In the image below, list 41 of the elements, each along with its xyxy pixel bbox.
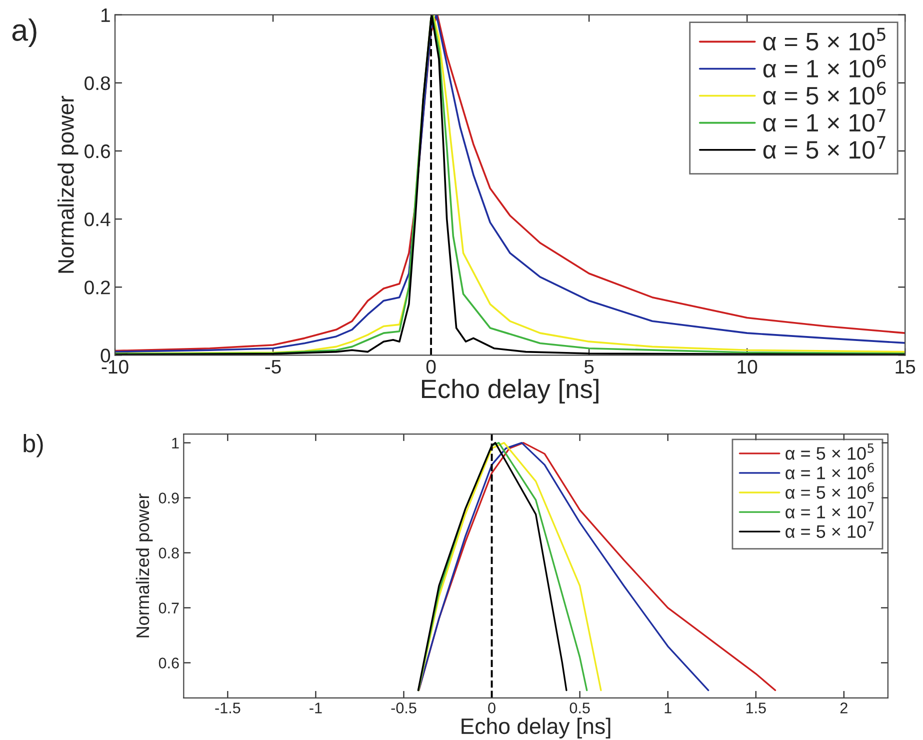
legend-label: α = 5 × 10$^{6}$	[786, 482, 874, 499]
y-tick-label: 0.8	[84, 76, 110, 90]
x-tick-label: 1	[664, 702, 672, 714]
x-tick-label: 0.5	[570, 702, 590, 714]
y-axis-title: Normalized power	[136, 494, 153, 638]
y-tick-label: 0.6	[84, 144, 110, 158]
x-axis-title: Echo delay [ns]	[462, 718, 610, 738]
text: a)	[12, 18, 36, 47]
x-tick-label: -0.5	[391, 702, 416, 714]
legend-label: α = 1 × 10$^{6}$	[786, 462, 874, 480]
y-tick-label: 0.7	[158, 602, 179, 614]
x-tick-label: 1.5	[746, 702, 766, 714]
y-axis-title: Normalized power	[58, 96, 78, 273]
x-tick-label: -1.5	[215, 702, 240, 714]
y-tick-label: 1	[172, 438, 179, 448]
legend-label: α = 5 × 10$^{7}$	[763, 136, 886, 159]
x-tick-label: 15	[896, 360, 916, 374]
x-tick-label: -1	[310, 702, 322, 714]
y-tick-label: 0.2	[84, 280, 110, 294]
line-series	[418, 442, 710, 692]
x-tick-label: 10	[738, 360, 758, 374]
legend-label: α = 1 × 10$^{7}$	[786, 502, 874, 518]
x-tick-label: 5	[584, 360, 594, 374]
line-series	[418, 442, 776, 692]
x-tick-label: -5	[265, 360, 281, 374]
y-tick-label: 0.6	[158, 658, 179, 668]
x-tick-label: 0	[488, 702, 496, 714]
text: b)	[24, 434, 43, 458]
y-tick-label: 0.9	[158, 492, 179, 504]
x-tick-label: 0	[426, 360, 436, 374]
legend-label: α = 1 × 10$^{7}$	[763, 109, 886, 132]
legend-label: α = 5 × 10$^{7}$	[786, 522, 874, 538]
legend-label: α = 1 × 10$^{6}$	[763, 54, 886, 78]
legend-label: α = 5 × 10$^{6}$	[763, 82, 886, 105]
legend-label: α = 5 × 10$^{5}$	[786, 443, 874, 460]
legend-label: α = 5 × 10$^{5}$	[763, 28, 886, 50]
y-tick-label: 0.8	[158, 548, 179, 558]
x-axis-title: Echo delay [ns]	[422, 378, 598, 404]
y-tick-label: 0.4	[84, 212, 110, 226]
y-tick-label: 1	[102, 8, 110, 22]
x-tick-label: 2	[840, 702, 848, 714]
